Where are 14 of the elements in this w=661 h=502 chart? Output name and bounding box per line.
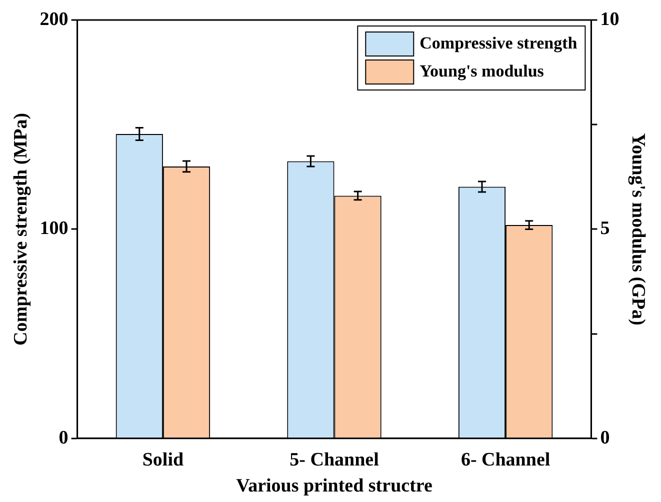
y2-tick-label: 10 [600, 8, 620, 30]
y2-tick-label: 0 [600, 427, 610, 448]
y-axis-title: Compressive strength (MPa) [10, 112, 32, 346]
y2-axis-title: Young's modulus (GPa) [628, 133, 649, 326]
x-axis-title: Various printed structre [236, 476, 432, 497]
x-tick-label: Solid [142, 450, 184, 471]
legend-label: Young's modulus [420, 61, 544, 80]
legend-label: Compressive strength [420, 33, 578, 52]
y-tick-label: 0 [58, 427, 68, 448]
x-tick-label: 5- Channel [290, 450, 379, 471]
y2-tick-label: 5 [600, 218, 610, 240]
y-tick-label: 100 [40, 218, 68, 240]
x-tick-label: 6- Channel [460, 450, 550, 471]
y-tick-label: 200 [40, 8, 68, 30]
